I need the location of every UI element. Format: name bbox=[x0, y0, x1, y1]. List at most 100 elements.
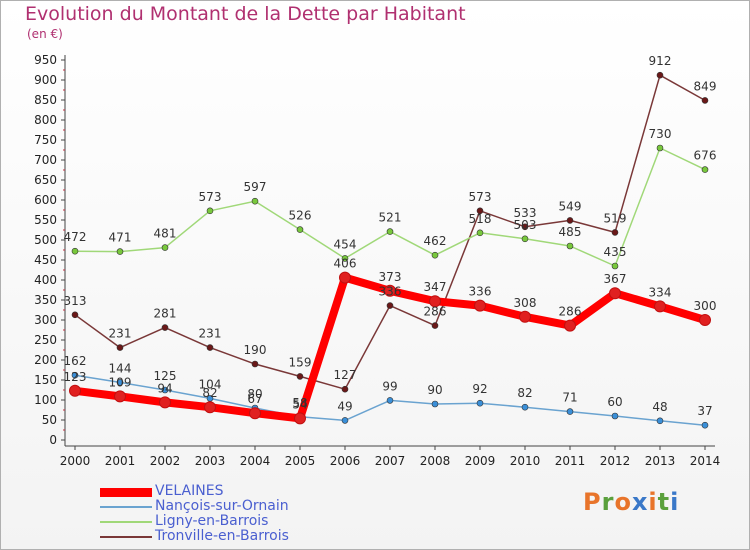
data-point bbox=[474, 299, 486, 312]
data-point bbox=[206, 344, 214, 351]
data-point bbox=[161, 386, 169, 394]
data-point bbox=[386, 397, 394, 404]
data-point bbox=[476, 229, 484, 237]
data-point bbox=[429, 295, 441, 308]
x-tick-label: 2004 bbox=[240, 454, 271, 468]
x-tick-label: 2011 bbox=[555, 454, 586, 468]
data-point bbox=[341, 417, 349, 424]
data-point bbox=[341, 385, 349, 393]
data-label: 162 bbox=[64, 354, 87, 368]
data-label: 99 bbox=[382, 379, 397, 393]
data-label: 231 bbox=[109, 327, 132, 341]
y-tick-label: 0 bbox=[49, 433, 57, 447]
legend-label: Nançois-sur-Ornain bbox=[155, 498, 289, 514]
x-tick-label: 2002 bbox=[150, 454, 181, 468]
x-tick-label: 2013 bbox=[645, 454, 676, 468]
data-point bbox=[339, 271, 351, 284]
data-label: 104 bbox=[199, 377, 222, 391]
legend-swatch bbox=[100, 488, 152, 497]
data-point bbox=[476, 399, 484, 407]
data-label: 518 bbox=[469, 212, 492, 226]
data-label: 406 bbox=[334, 257, 357, 271]
data-point bbox=[159, 396, 171, 409]
data-label: 336 bbox=[469, 285, 492, 299]
data-point bbox=[251, 197, 259, 205]
data-label: 80 bbox=[247, 387, 262, 401]
data-label: 82 bbox=[202, 386, 217, 400]
data-point bbox=[611, 262, 619, 270]
data-point bbox=[116, 379, 124, 386]
x-tick-label: 2007 bbox=[375, 454, 406, 468]
x-tick-label: 2008 bbox=[420, 454, 451, 468]
data-point bbox=[114, 390, 126, 403]
y-tick-label: 300 bbox=[34, 313, 57, 327]
data-label: 367 bbox=[604, 272, 627, 286]
data-label: 597 bbox=[244, 180, 267, 194]
y-tick-label: 350 bbox=[34, 293, 57, 307]
x-tick-label: 2000 bbox=[60, 454, 91, 468]
x-tick-label: 2009 bbox=[465, 454, 496, 468]
data-point bbox=[71, 247, 79, 255]
data-point bbox=[611, 229, 619, 236]
data-point bbox=[116, 248, 124, 255]
x-tick-label: 2012 bbox=[600, 454, 631, 468]
data-point bbox=[566, 408, 574, 415]
data-point bbox=[701, 166, 709, 173]
y-tick-label: 800 bbox=[34, 113, 57, 127]
data-label: 533 bbox=[514, 206, 537, 220]
data-label: 109 bbox=[109, 375, 132, 389]
data-label: 286 bbox=[424, 305, 447, 319]
data-label: 573 bbox=[469, 190, 492, 204]
data-label: 94 bbox=[157, 381, 172, 395]
data-label: 373 bbox=[379, 270, 402, 284]
proxiti-logo: Proxiti bbox=[583, 488, 680, 516]
data-point bbox=[204, 401, 216, 414]
data-label: 58 bbox=[292, 396, 307, 410]
data-label: 519 bbox=[604, 211, 627, 225]
y-tick-label: 950 bbox=[34, 53, 57, 67]
y-tick-label: 550 bbox=[34, 213, 57, 227]
data-label: 48 bbox=[652, 400, 667, 414]
legend-swatch bbox=[100, 536, 152, 538]
data-point bbox=[654, 300, 666, 313]
data-label: 281 bbox=[154, 307, 177, 321]
data-point bbox=[386, 302, 394, 309]
x-tick-label: 2005 bbox=[285, 454, 316, 468]
x-tick-label: 2014 bbox=[690, 454, 721, 468]
data-label: 336 bbox=[379, 285, 402, 299]
data-point bbox=[519, 310, 531, 323]
data-point bbox=[656, 144, 664, 152]
data-label: 127 bbox=[334, 368, 357, 382]
x-tick-label: 2001 bbox=[105, 454, 136, 468]
y-tick-label: 600 bbox=[34, 193, 57, 207]
data-label: 347 bbox=[424, 280, 447, 294]
data-label: 912 bbox=[649, 54, 672, 68]
data-label: 190 bbox=[244, 343, 267, 357]
data-point bbox=[699, 314, 711, 326]
y-tick-label: 100 bbox=[34, 393, 57, 407]
y-tick-label: 500 bbox=[34, 233, 57, 247]
data-label: 454 bbox=[334, 237, 357, 251]
data-point bbox=[521, 403, 529, 411]
data-point bbox=[341, 255, 349, 262]
data-label: 71 bbox=[562, 391, 577, 405]
data-label: 334 bbox=[649, 285, 672, 299]
data-label: 159 bbox=[289, 355, 312, 369]
data-point bbox=[71, 311, 79, 319]
y-tick-label: 700 bbox=[34, 153, 57, 167]
data-label: 849 bbox=[694, 79, 717, 93]
data-label: 67 bbox=[247, 392, 262, 406]
data-point bbox=[656, 71, 664, 79]
data-label: 37 bbox=[697, 404, 712, 418]
data-point bbox=[521, 235, 529, 243]
data-label: 82 bbox=[517, 386, 532, 400]
data-label: 60 bbox=[607, 395, 622, 409]
data-label: 123 bbox=[64, 370, 87, 384]
data-label: 144 bbox=[109, 361, 132, 375]
data-point bbox=[71, 371, 79, 379]
y-tick-label: 400 bbox=[34, 273, 57, 287]
data-label: 125 bbox=[154, 369, 177, 383]
data-label: 485 bbox=[559, 225, 582, 239]
data-label: 526 bbox=[289, 209, 312, 223]
